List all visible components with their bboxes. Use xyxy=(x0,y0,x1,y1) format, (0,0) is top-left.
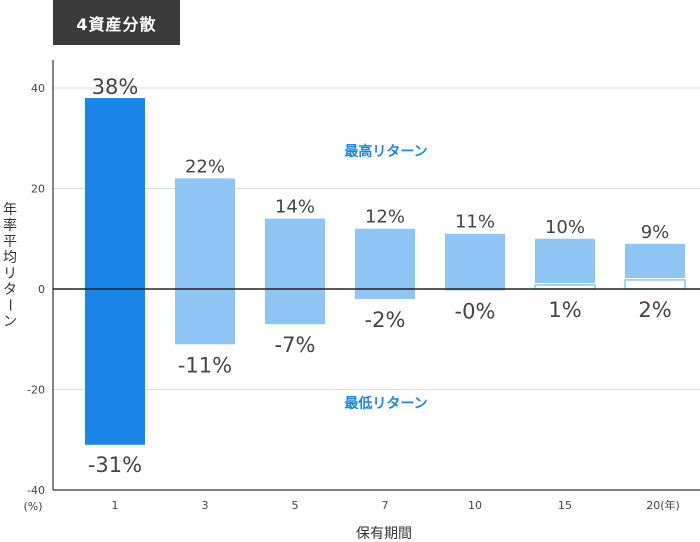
max-value-label: 14% xyxy=(275,197,315,218)
min-value-label: 1% xyxy=(548,298,581,322)
below-min-segment xyxy=(624,279,686,290)
min-value-label: -31% xyxy=(88,453,142,477)
bar-20 xyxy=(625,243,685,279)
bar-15 xyxy=(535,238,595,284)
gridlines xyxy=(53,87,700,390)
y-axis-title-char: ー xyxy=(1,298,17,312)
bar-1 xyxy=(85,98,145,445)
y-tick-label: -20 xyxy=(27,384,45,397)
min-value-label: -0% xyxy=(455,300,496,324)
max-return-label: 最高リターン xyxy=(344,143,427,160)
bar-10 xyxy=(445,233,505,291)
max-value-label: 10% xyxy=(545,217,585,238)
max-value-label: 12% xyxy=(365,207,405,228)
y-axis-title-char: 均 xyxy=(3,250,17,266)
y-tick-label: 20 xyxy=(31,183,45,196)
x-tick-label: 20(年) xyxy=(646,498,680,512)
min-value-label: -2% xyxy=(365,308,406,332)
x-tick-label: 1 xyxy=(112,499,119,512)
max-value-label: 11% xyxy=(455,212,495,233)
min-value-label: -7% xyxy=(275,333,316,357)
axes: 40 20 0 -20 -40 (%) 1 3 5 7 10 15 20(年) xyxy=(23,60,700,513)
y-tick-label: 40 xyxy=(31,82,45,95)
bars xyxy=(85,98,686,445)
y-axis-title-char: 平 xyxy=(3,234,17,250)
value-labels: 38% -31% 22% -11% 14% -7% 12% -2% 11% -0% 10% 1% 9% 2… xyxy=(88,75,672,477)
max-value-label: 38% xyxy=(92,75,139,99)
y-axis-title-char: 率 xyxy=(3,217,17,234)
x-tick-label: 10 xyxy=(468,499,482,512)
x-tick-label: 7 xyxy=(382,499,389,512)
bar-5 xyxy=(265,218,325,325)
min-return-label: 最低リターン xyxy=(344,395,427,412)
y-unit-label: (%) xyxy=(23,500,42,513)
chart-tag: 4資産分散 xyxy=(53,0,180,45)
x-tick-label: 3 xyxy=(202,499,209,512)
y-axis-title-char: リ xyxy=(3,266,17,282)
min-value-label: 2% xyxy=(638,298,671,322)
max-value-label: 22% xyxy=(185,156,225,177)
y-axis-title-char: ン xyxy=(3,314,17,330)
y-axis-title-char: タ xyxy=(3,282,17,298)
x-tick-label: 15 xyxy=(558,499,572,512)
x-tick-label: 5 xyxy=(292,499,299,512)
y-tick-label: 0 xyxy=(38,283,45,296)
x-axis-title: 保有期間 xyxy=(356,526,412,542)
y-axis-title-char: 年 xyxy=(3,202,17,218)
bar-7 xyxy=(355,228,415,300)
y-tick-label: -40 xyxy=(27,484,45,497)
min-value-label: -11% xyxy=(178,353,232,377)
max-value-label: 9% xyxy=(641,222,670,243)
bar-3 xyxy=(175,178,235,345)
